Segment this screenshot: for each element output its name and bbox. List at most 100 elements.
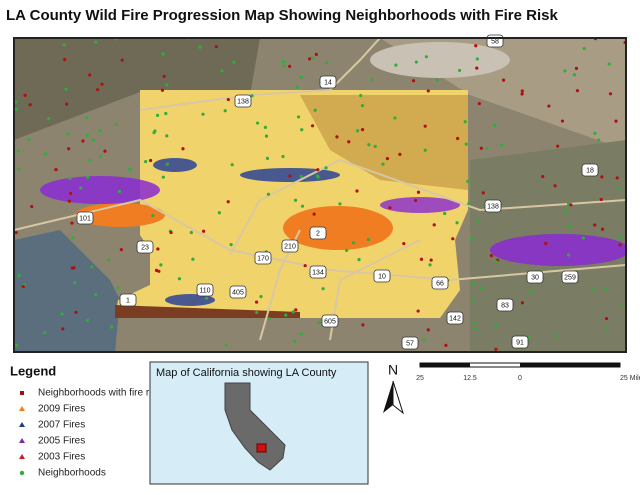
risk-point (501, 78, 506, 82)
highway-number: 18 (586, 167, 594, 174)
risk-point (553, 184, 557, 188)
neighborhood-point (62, 42, 66, 47)
neighborhood-point (189, 230, 193, 235)
map: 58 14 138 18 138 2 210 170 134 10 23 101 1 405 110 605 6… (13, 34, 627, 353)
risk-point (456, 136, 460, 141)
neighborhood-point (109, 325, 114, 329)
risk-point (608, 92, 613, 96)
neighborhood-point (422, 338, 426, 342)
neighborhood-point (267, 317, 271, 321)
neighborhood-point (198, 45, 202, 49)
scale-label: 25 (416, 375, 424, 382)
neighborhood-point (17, 167, 21, 171)
title: LA County Wild Fire Progression Map Show… (6, 7, 558, 24)
highway-number: 1 (126, 297, 130, 304)
legend: Legend Neighborhoods with fire risk 2009 … (10, 363, 162, 478)
highway-number: 57 (406, 340, 414, 347)
highway-shield (309, 226, 327, 240)
neighborhood-point (44, 152, 48, 156)
neighborhood-point (282, 64, 286, 68)
risk-point (599, 197, 603, 202)
risk-point (361, 323, 365, 327)
risk-point (520, 301, 525, 305)
risk-point (481, 191, 485, 195)
fire-2007 (380, 197, 460, 213)
road (229, 158, 626, 256)
risk-point (307, 57, 312, 61)
neighborhood-point (85, 116, 89, 120)
neighborhood-point (264, 134, 269, 138)
neighborhood-point (321, 287, 325, 291)
neighborhood-point (529, 290, 533, 294)
highway-shield (254, 251, 272, 265)
road (139, 38, 381, 111)
neighborhood-point (299, 75, 303, 79)
risk-point (103, 149, 107, 153)
neighborhood-point (317, 321, 321, 325)
neighborhood-point (255, 310, 259, 315)
neighborhood-point (177, 277, 182, 281)
risk-point (600, 227, 605, 231)
risk-point (618, 243, 622, 247)
neighborhood-point (284, 313, 288, 317)
scale-label: 0 (518, 375, 522, 382)
risk-point (451, 237, 455, 241)
risk-point (63, 57, 67, 62)
risk-point (303, 264, 307, 268)
risk-point (96, 88, 100, 92)
neighborhood-point (356, 129, 360, 133)
fire-2007 (40, 176, 160, 204)
neighborhood-point (567, 224, 572, 228)
risk-point (312, 212, 316, 216)
risk-point (288, 64, 292, 68)
neighborhood-point (265, 156, 270, 161)
scale-bar: 25 12.5 0 25 Miles (416, 362, 640, 382)
california (224, 382, 286, 471)
neighborhood-point (68, 176, 72, 181)
risk-point (360, 128, 365, 132)
legend-symbol (19, 454, 25, 459)
arrow-half (392, 380, 404, 415)
neighborhood-point (165, 83, 169, 87)
highway-shield (401, 336, 419, 350)
highway-shield (319, 75, 337, 89)
risk-point (494, 347, 498, 351)
highway-shield (526, 270, 544, 284)
risk-point (335, 135, 339, 139)
neighborhood-point (191, 257, 195, 261)
risk-point (474, 44, 478, 48)
neighborhood-point (428, 263, 432, 267)
risk-point (615, 176, 619, 180)
neighborhood-point (161, 175, 165, 179)
neighborhood-point (469, 237, 473, 241)
neighborhood-point (494, 323, 498, 327)
inset-map: Map of California showing LA County (149, 361, 369, 485)
risk-point (547, 104, 551, 108)
legend-label: Neighborhoods (38, 468, 106, 479)
risk-point (65, 102, 69, 106)
neighborhood-point (475, 57, 479, 61)
risk-point (541, 174, 545, 179)
risk-point (423, 124, 427, 128)
neighborhood-point (424, 55, 429, 59)
risk-point (398, 152, 402, 156)
highway-shield (119, 293, 137, 307)
highway-number: 14 (324, 79, 332, 86)
risk-point (556, 144, 560, 148)
neighborhood-point (572, 73, 577, 77)
terrain (14, 38, 260, 140)
risk-point (162, 74, 166, 78)
risk-point (69, 191, 73, 195)
risk-point (347, 140, 351, 144)
risk-point (416, 190, 421, 194)
neighborhood-point (281, 60, 286, 64)
mountains (300, 95, 468, 190)
neighborhood-point (367, 143, 371, 147)
legend-symbol (19, 438, 25, 443)
neighborhood-point (293, 198, 298, 202)
neighborhood-point (98, 129, 102, 133)
highway-number: 2 (316, 230, 320, 237)
neighborhood-point (393, 116, 397, 120)
ocean (14, 230, 120, 352)
neighborhood-point (324, 166, 328, 170)
